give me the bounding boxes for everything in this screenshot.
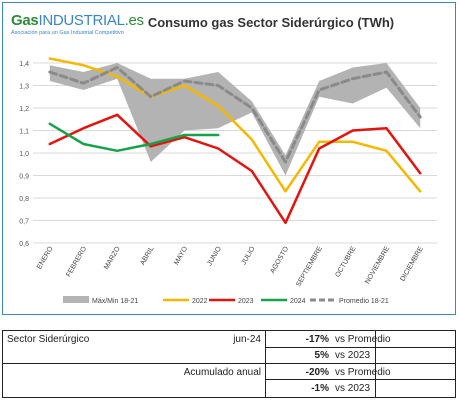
legend-label: 2022	[192, 298, 208, 305]
y-tick-label: 0,8	[19, 196, 29, 203]
x-tick-label: OCTUBRE	[334, 245, 357, 278]
legend-label: 2024	[290, 298, 306, 305]
x-tick-label: FEBRERO	[65, 245, 88, 278]
y-tick-label: 0,7	[19, 219, 29, 226]
y-tick-label: 1,2	[19, 106, 29, 113]
x-tick-label: SEPTIEMBRE	[295, 245, 324, 288]
x-tick-label: MARZO	[103, 245, 122, 271]
legend-label: Máx/Min 18-21	[92, 298, 138, 305]
y-tick-label: 1,3	[19, 84, 29, 91]
x-tick-label: NOVIEMBRE	[364, 245, 391, 285]
legend-label: 2023	[238, 298, 254, 305]
x-tick-label: JUNIO	[206, 245, 223, 267]
x-tick-label: JULIO	[241, 245, 257, 266]
summary-table: Sector Siderúrgico jun-24 -17% vs Promed…	[2, 330, 456, 398]
row1-label-vs-2023: vs 2023	[335, 350, 371, 361]
line-chart: 0,6 0,7 0,8 0,9 1,0 1,1 1,2 1,3 1,4 ENERO FEBRERO M…	[19, 57, 437, 305]
legend-swatch-band	[63, 296, 89, 303]
row1-period: jun-24	[233, 334, 261, 345]
logo-tagline: Asociación para un Gas Industrial Compet…	[11, 30, 124, 36]
x-tick-label: AGOSTO	[269, 245, 290, 275]
y-tick-label: 0,6	[19, 241, 29, 248]
logo-text-industrial: INDUSTRIAL	[38, 12, 125, 29]
series-line-2024	[48, 122, 220, 153]
x-tick-label: DICIEMBRE	[399, 245, 425, 282]
logo-text-gas: Gas	[11, 12, 39, 29]
legend-label: Promedio 18-21	[339, 298, 389, 305]
row1-label-vs-promedio: vs Promedio	[335, 334, 391, 345]
y-tick-label: 0,9	[19, 174, 29, 181]
y-tick-label: 1,0	[19, 151, 29, 158]
y-tick-label: 1,1	[19, 129, 29, 136]
x-tick-label: MAYO	[173, 245, 189, 266]
gasindustrial-logo: GasINDUSTRIAL.es Asociación para un Gas …	[11, 12, 144, 37]
row1-pct-vs-promedio: -17%	[305, 334, 329, 345]
row2-label-vs-promedio: vs Promedio	[335, 367, 391, 378]
series-line-promedio-18-21	[48, 66, 422, 164]
x-tick-label: ENERO	[36, 245, 55, 271]
row1-pct-vs-2023: 5%	[314, 350, 329, 361]
y-tick-label: 1,4	[19, 61, 29, 68]
series-line-2022	[48, 57, 422, 193]
row2-label: Acumulado anual	[183, 367, 261, 378]
x-tick-label: ABRIL	[139, 245, 155, 266]
row2-pct-vs-promedio: -20%	[305, 367, 329, 378]
chart-title: Consumo gas Sector Siderúrgico (TWh)	[147, 15, 395, 30]
series-line-2023	[48, 113, 422, 225]
logo-text-tld: .es	[124, 12, 144, 29]
row1-label: Sector Siderúrgico	[7, 334, 90, 345]
chart-panel: GasINDUSTRIAL.es Asociación para un Gas …	[2, 2, 456, 315]
row2-pct-vs-2023: -1%	[311, 383, 329, 394]
row2-label-vs-2023: vs 2023	[335, 383, 371, 394]
